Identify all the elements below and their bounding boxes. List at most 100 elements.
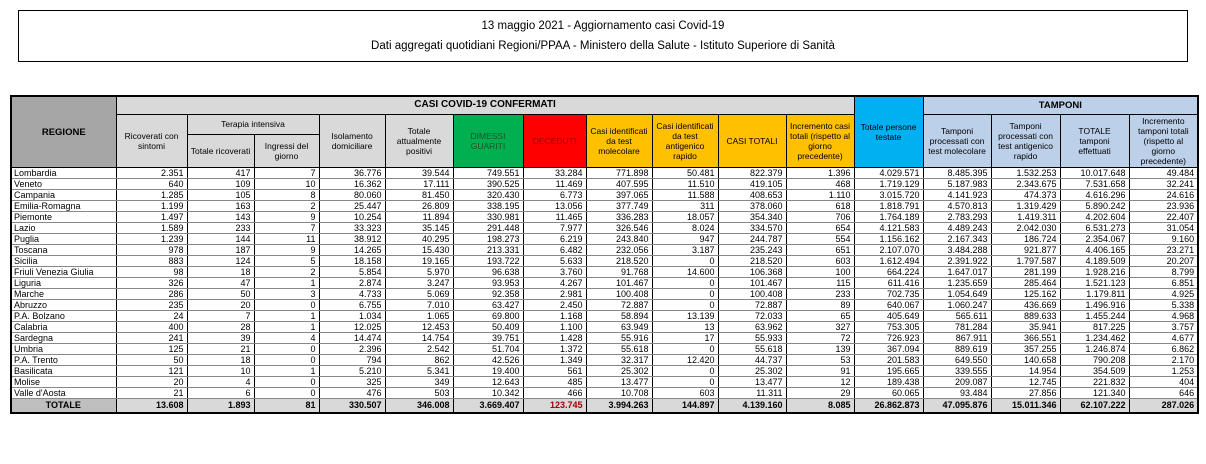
value-cell: 8.485.395: [922, 167, 992, 180]
value-cell: 1.797.587: [990, 255, 1061, 268]
table-row: Friuli Venezia Giulia 98 18 2 5.854 5.970 96.6…: [10, 266, 1199, 279]
value-cell: 1.110: [785, 189, 855, 202]
value-cell: 14.754: [384, 332, 454, 345]
value-cell: 10.254: [318, 211, 386, 224]
value-cell: 1.246.874: [1059, 343, 1130, 356]
region-name-cell: Veneto: [10, 178, 117, 191]
value-cell: 611.416: [853, 277, 924, 290]
value-cell: 91.768: [585, 266, 653, 279]
value-cell: 9: [253, 211, 320, 224]
value-cell: 1.521.123: [1059, 277, 1130, 290]
value-cell: 235: [115, 299, 188, 312]
column-header-totale-attualmente-positivi: Totale attualmente positivi: [384, 113, 454, 169]
region-name-cell: Molise: [10, 376, 117, 389]
region-name-cell: Friuli Venezia Giulia: [10, 266, 117, 279]
value-cell: 883: [115, 255, 188, 268]
region-name-cell: Liguria: [10, 277, 117, 290]
value-cell: 664.224: [853, 266, 924, 279]
value-cell: 0: [651, 255, 719, 268]
value-cell: 367.094: [853, 343, 924, 356]
column-header-tamponi-molecolare: Tamponi processati con test molecolare: [922, 113, 992, 169]
value-cell: 4: [253, 332, 320, 345]
value-cell: 1.419.311: [990, 211, 1061, 224]
value-cell: 2.170: [1128, 354, 1199, 367]
value-cell: 50: [115, 354, 188, 367]
value-cell: 14.474: [318, 332, 386, 345]
value-cell: 0: [651, 365, 719, 378]
value-cell: 7: [253, 167, 320, 180]
value-cell: 6.482: [522, 244, 587, 257]
column-header-totale-ricoverati: Totale ricoverati: [186, 133, 255, 169]
value-cell: 417: [186, 167, 255, 180]
value-cell: 58.894: [585, 310, 653, 323]
value-cell: 17: [651, 332, 719, 345]
value-cell: 1.928.216: [1059, 266, 1130, 279]
value-cell: 186.724: [990, 233, 1061, 246]
value-cell: 474.373: [990, 189, 1061, 202]
value-cell: 144: [186, 233, 255, 246]
value-cell: 49.484: [1128, 167, 1199, 180]
column-header-incremento-casi: Incremento casi totali (rispetto al gior…: [785, 113, 855, 169]
value-cell: 867.911: [922, 332, 992, 345]
value-cell: 6.773: [522, 189, 587, 202]
value-cell: 65: [785, 310, 855, 323]
value-cell: 3.247: [384, 277, 454, 290]
region-name-cell: Puglia: [10, 233, 117, 246]
value-cell: 101.467: [717, 277, 787, 290]
value-cell: 1.372: [522, 343, 587, 356]
value-cell: 19.165: [384, 255, 454, 268]
value-cell: 17.111: [384, 178, 454, 191]
value-cell: 12.420: [651, 354, 719, 367]
value-cell: 5.341: [384, 365, 454, 378]
value-cell: 11: [253, 233, 320, 246]
value-cell: 618: [785, 200, 855, 213]
value-cell: 978: [115, 244, 188, 257]
value-cell: 221.832: [1059, 376, 1130, 389]
report-subtitle: Dati aggregati quotidiani Regioni/PPAA -…: [371, 40, 835, 53]
value-cell: 565.611: [922, 310, 992, 323]
value-cell: 40.295: [384, 233, 454, 246]
value-cell: 2.391.922: [922, 255, 992, 268]
value-cell: 649.550: [922, 354, 992, 367]
value-cell: 6.219: [522, 233, 587, 246]
value-cell: 72: [785, 332, 855, 345]
value-cell: 1.764.189: [853, 211, 924, 224]
value-cell: 354.509: [1059, 365, 1130, 378]
value-cell: 921.877: [990, 244, 1061, 257]
value-cell: 101.467: [585, 277, 653, 290]
value-cell: 9.160: [1128, 233, 1199, 246]
value-cell: 13.477: [585, 376, 653, 389]
region-name-cell: Sicilia: [10, 255, 117, 268]
value-cell: 47: [186, 277, 255, 290]
value-cell: 405.649: [853, 310, 924, 323]
value-cell: 18.057: [651, 211, 719, 224]
value-cell: 603: [785, 255, 855, 268]
value-cell: 3: [253, 288, 320, 301]
value-cell: 60.065: [853, 387, 924, 400]
value-cell: 5.633: [522, 255, 587, 268]
value-cell: 5: [253, 255, 320, 268]
covid-data-table: REGIONE CASI COVID-19 CONFERMATI Totale …: [10, 95, 1200, 414]
value-cell: 25.447: [318, 200, 386, 213]
value-cell: 1.612.494: [853, 255, 924, 268]
table-row: Marche 286 50 3 4.733 5.069 92.358 2.981 100.408…: [10, 288, 1199, 301]
value-cell: 11.311: [717, 387, 787, 400]
value-cell: 400: [115, 321, 188, 334]
value-cell: 862: [384, 354, 454, 367]
value-cell: 4.968: [1128, 310, 1199, 323]
value-cell: 32.317: [585, 354, 653, 367]
value-cell: 706: [785, 211, 855, 224]
value-cell: 1.156.162: [853, 233, 924, 246]
value-cell: 397.065: [585, 189, 653, 202]
value-cell: 125: [115, 343, 188, 356]
value-cell: 4.489.243: [922, 222, 992, 235]
value-cell: 4.202.604: [1059, 211, 1130, 224]
value-cell: 0: [253, 343, 320, 356]
value-cell: 2.343.675: [990, 178, 1061, 191]
value-cell: 349: [384, 376, 454, 389]
value-cell: 6.755: [318, 299, 386, 312]
value-cell: 63.427: [452, 299, 524, 312]
value-cell: 8: [253, 189, 320, 202]
value-cell: 1.532.253: [990, 167, 1061, 180]
value-cell: 325: [318, 376, 386, 389]
